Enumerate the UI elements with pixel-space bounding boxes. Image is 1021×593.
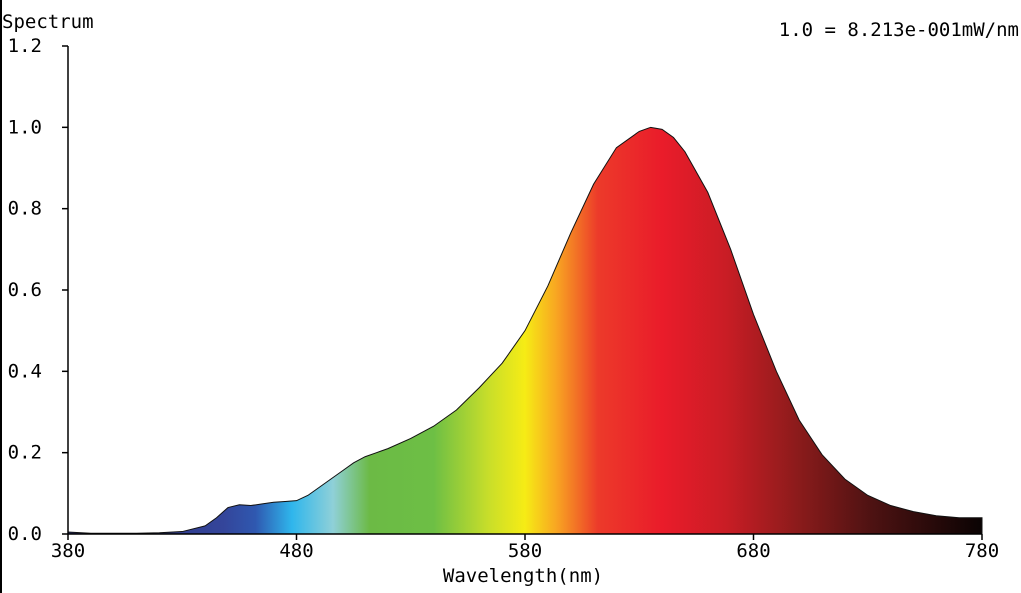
chart-title: Spectrum <box>2 11 94 33</box>
x-tick-label: 480 <box>279 540 313 562</box>
y-tick-label: 0.8 <box>8 198 42 220</box>
x-tick-label: 380 <box>51 540 85 562</box>
spectrum-area <box>67 126 983 535</box>
x-tick-label: 780 <box>965 540 999 562</box>
x-tick-label: 680 <box>736 540 770 562</box>
scale-note: 1.0 = 8.213e-001mW/nm <box>779 19 1019 41</box>
y-tick-label: 0.0 <box>8 523 42 545</box>
x-axis-label: Wavelength(nm) <box>443 565 603 587</box>
x-tick-label: 580 <box>508 540 542 562</box>
x-ticks: 380 480 580 680 780 <box>51 534 999 562</box>
y-tick-label: 0.2 <box>8 442 42 464</box>
y-tick-label: 1.0 <box>8 116 42 138</box>
y-tick-label: 0.4 <box>8 360 42 382</box>
y-tick-label: 0.6 <box>8 279 42 301</box>
y-ticks: 0.0 0.2 0.4 0.6 0.8 1.0 1.2 <box>8 35 68 545</box>
y-tick-label: 1.2 <box>8 35 42 57</box>
